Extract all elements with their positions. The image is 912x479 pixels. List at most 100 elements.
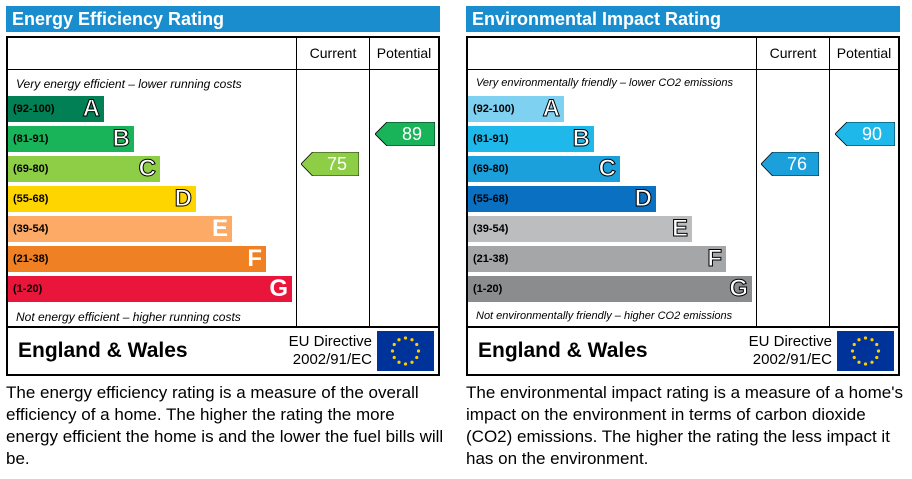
- eu-directive: EU Directive 2002/91/EC: [749, 333, 832, 369]
- arrow-shape: [761, 152, 819, 176]
- current-rating-value: 76: [786, 154, 808, 174]
- column-divider: [829, 38, 830, 326]
- current-rating-value: 75: [326, 154, 348, 174]
- band-letter: A: [542, 95, 560, 122]
- band-range-label: (1-20): [473, 283, 503, 295]
- star-icon: [415, 342, 419, 347]
- bottom-caption: Not energy efficient – higher running co…: [16, 310, 241, 324]
- band-range-label: (1-20): [13, 283, 43, 295]
- current-column-header: Current: [769, 45, 817, 61]
- potential-rating-value: 89: [401, 124, 423, 144]
- rating-band-c: (69-80) C: [468, 155, 620, 182]
- bottom-caption: Not environmentally friendly – higher CO…: [476, 310, 733, 322]
- footer: England & Wales EU Directive 2002/91/EC: [6, 328, 440, 376]
- star-icon: [397, 338, 401, 342]
- band-letter: G: [269, 275, 288, 302]
- band-range-label: (92-100): [473, 103, 515, 115]
- column-divider: [756, 38, 757, 326]
- energy-description: The energy efficiency rating is a measur…: [6, 383, 444, 468]
- current-rating-arrow: 75: [301, 152, 359, 176]
- column-divider: [369, 38, 370, 326]
- band-range-label: (21-38): [13, 253, 49, 265]
- star-icon: [403, 362, 408, 366]
- header-divider: [468, 69, 898, 70]
- directive-line-2: 2002/91/EC: [292, 351, 372, 368]
- band-letter: B: [572, 125, 590, 152]
- star-icon: [416, 349, 421, 353]
- band-range-label: (81-91): [473, 133, 509, 145]
- column-divider: [296, 38, 297, 326]
- band-letter: E: [671, 215, 688, 242]
- star-icon: [875, 355, 879, 360]
- star-icon: [857, 338, 861, 342]
- eu-directive: EU Directive 2002/91/EC: [289, 333, 372, 369]
- band-letter: G: [729, 275, 749, 302]
- band-letter: F: [707, 245, 723, 272]
- band-letter: E: [211, 215, 228, 242]
- potential-column-header: Potential: [836, 45, 892, 61]
- rating-band-g: (1-20) G: [468, 275, 752, 302]
- arrow-shape: [375, 122, 435, 146]
- rating-band-d: (55-68) D: [8, 185, 196, 212]
- rating-band-e: (39-54) E: [468, 215, 692, 242]
- rating-band-b: (81-91) B: [468, 125, 594, 152]
- band-letter: A: [82, 95, 100, 122]
- band-range-label: (69-80): [13, 163, 49, 175]
- band-letter: C: [138, 155, 156, 182]
- potential-rating-value: 90: [861, 124, 883, 144]
- star-icon: [410, 360, 414, 364]
- star-icon: [876, 349, 881, 353]
- rating-band-d: (55-68) D: [468, 185, 656, 212]
- chart-title: Environmental Impact Rating: [466, 6, 900, 32]
- star-icon: [410, 338, 414, 342]
- rating-band-g: (1-20) G: [8, 276, 292, 302]
- band-letter: C: [598, 155, 616, 182]
- rating-band-b: (81-91) B: [8, 125, 134, 152]
- star-icon: [875, 342, 879, 347]
- star-icon: [863, 336, 868, 340]
- band-range-label: (21-38): [473, 253, 509, 265]
- top-caption: Very environmentally friendly – lower CO…: [476, 77, 733, 89]
- region-label: England & Wales: [478, 339, 648, 362]
- star-icon: [397, 360, 401, 364]
- star-icon: [392, 342, 396, 347]
- current-column-header: Current: [309, 45, 357, 61]
- rating-band-e: (39-54) E: [8, 216, 232, 242]
- band-range-label: (39-54): [473, 223, 509, 235]
- directive-line-1: EU Directive: [748, 333, 832, 350]
- header-divider: [8, 69, 438, 70]
- band-range-label: (92-100): [13, 103, 55, 115]
- band-range-label: (55-68): [473, 193, 509, 205]
- star-icon: [415, 355, 419, 360]
- band-letter: B: [112, 125, 130, 152]
- star-icon: [857, 360, 861, 364]
- star-icon: [863, 362, 868, 366]
- arrow-shape: [301, 152, 359, 176]
- rating-chart: Current Potential Very energy efficient …: [6, 36, 440, 328]
- star-icon: [850, 349, 855, 353]
- rating-band-a: (92-100) A: [8, 95, 104, 122]
- environmental-impact-panel: Environmental Impact Rating Current Pote…: [466, 6, 900, 376]
- star-icon: [390, 349, 395, 353]
- star-icon: [403, 336, 408, 340]
- eu-flag-icon: [377, 331, 434, 371]
- potential-column-header: Potential: [376, 45, 432, 61]
- band-range-label: (69-80): [473, 163, 509, 175]
- directive-line-2: 2002/91/EC: [752, 351, 832, 368]
- potential-rating-arrow: 90: [835, 122, 895, 146]
- arrow-shape: [835, 122, 895, 146]
- environmental-description: The environmental impact rating is a mea…: [466, 383, 903, 468]
- rating-band-f: (21-38) F: [468, 245, 726, 272]
- rating-band-c: (69-80) C: [8, 155, 160, 182]
- band-letter: D: [634, 185, 652, 212]
- energy-efficiency-panel: Energy Efficiency Rating Current Potenti…: [6, 6, 440, 376]
- star-icon: [870, 360, 874, 364]
- band-range-label: (55-68): [13, 193, 49, 205]
- current-rating-arrow: 76: [761, 152, 819, 176]
- chart-title: Energy Efficiency Rating: [6, 6, 440, 32]
- rating-band-f: (21-38) F: [8, 246, 266, 272]
- potential-rating-arrow: 89: [375, 122, 435, 146]
- rating-band-a: (92-100) A: [468, 95, 564, 122]
- star-icon: [392, 355, 396, 360]
- band-letter: D: [174, 185, 192, 212]
